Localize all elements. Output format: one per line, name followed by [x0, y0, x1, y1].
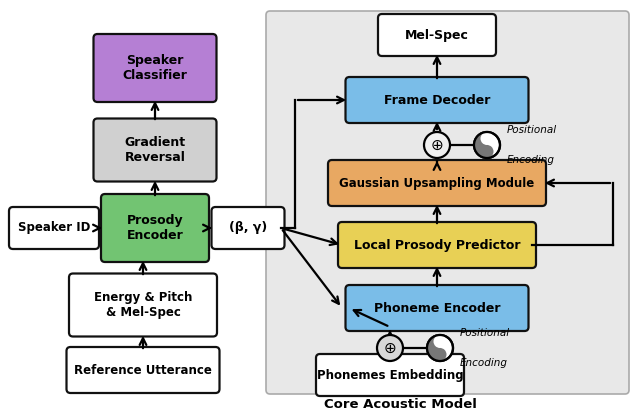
FancyBboxPatch shape [266, 11, 629, 394]
Text: (β, γ): (β, γ) [229, 221, 267, 235]
Text: Positional: Positional [460, 328, 510, 338]
Circle shape [481, 132, 493, 145]
FancyBboxPatch shape [9, 207, 99, 249]
Text: Encoding: Encoding [460, 358, 508, 368]
FancyBboxPatch shape [316, 354, 464, 396]
Text: Positional: Positional [507, 125, 557, 135]
Circle shape [427, 335, 453, 361]
Circle shape [474, 132, 500, 158]
FancyBboxPatch shape [378, 14, 496, 56]
Circle shape [481, 145, 493, 158]
Text: Speaker
Classifier: Speaker Classifier [123, 54, 188, 82]
FancyBboxPatch shape [67, 347, 220, 393]
FancyBboxPatch shape [346, 285, 529, 331]
FancyBboxPatch shape [101, 194, 209, 262]
Text: Frame Decoder: Frame Decoder [384, 94, 490, 106]
FancyBboxPatch shape [69, 273, 217, 337]
FancyBboxPatch shape [346, 77, 529, 123]
Text: Phoneme Encoder: Phoneme Encoder [374, 302, 500, 314]
Text: Reference Utterance: Reference Utterance [74, 364, 212, 376]
FancyBboxPatch shape [93, 119, 216, 181]
Text: Gaussian Upsampling Module: Gaussian Upsampling Module [339, 176, 534, 190]
Circle shape [433, 348, 447, 361]
Text: Core Acoustic Model: Core Acoustic Model [324, 398, 476, 411]
FancyBboxPatch shape [93, 34, 216, 102]
Text: Speaker ID: Speaker ID [18, 221, 90, 235]
Polygon shape [474, 132, 487, 158]
Circle shape [433, 335, 447, 348]
Text: Mel-Spec: Mel-Spec [405, 29, 469, 42]
Text: $\oplus$: $\oplus$ [430, 138, 444, 153]
Text: Phonemes Embedding: Phonemes Embedding [317, 369, 463, 381]
FancyBboxPatch shape [338, 222, 536, 268]
Text: Local Prosody Predictor: Local Prosody Predictor [354, 238, 520, 252]
Text: Energy & Pitch
& Mel-Spec: Energy & Pitch & Mel-Spec [94, 291, 192, 319]
Circle shape [377, 335, 403, 361]
Circle shape [424, 132, 450, 158]
Text: Gradient
Reversal: Gradient Reversal [124, 136, 186, 164]
Text: Prosody
Encoder: Prosody Encoder [127, 214, 184, 242]
FancyBboxPatch shape [328, 160, 546, 206]
FancyBboxPatch shape [211, 207, 285, 249]
Text: $\oplus$: $\oplus$ [383, 341, 397, 356]
Text: Encoding: Encoding [507, 155, 555, 165]
Polygon shape [427, 335, 440, 361]
